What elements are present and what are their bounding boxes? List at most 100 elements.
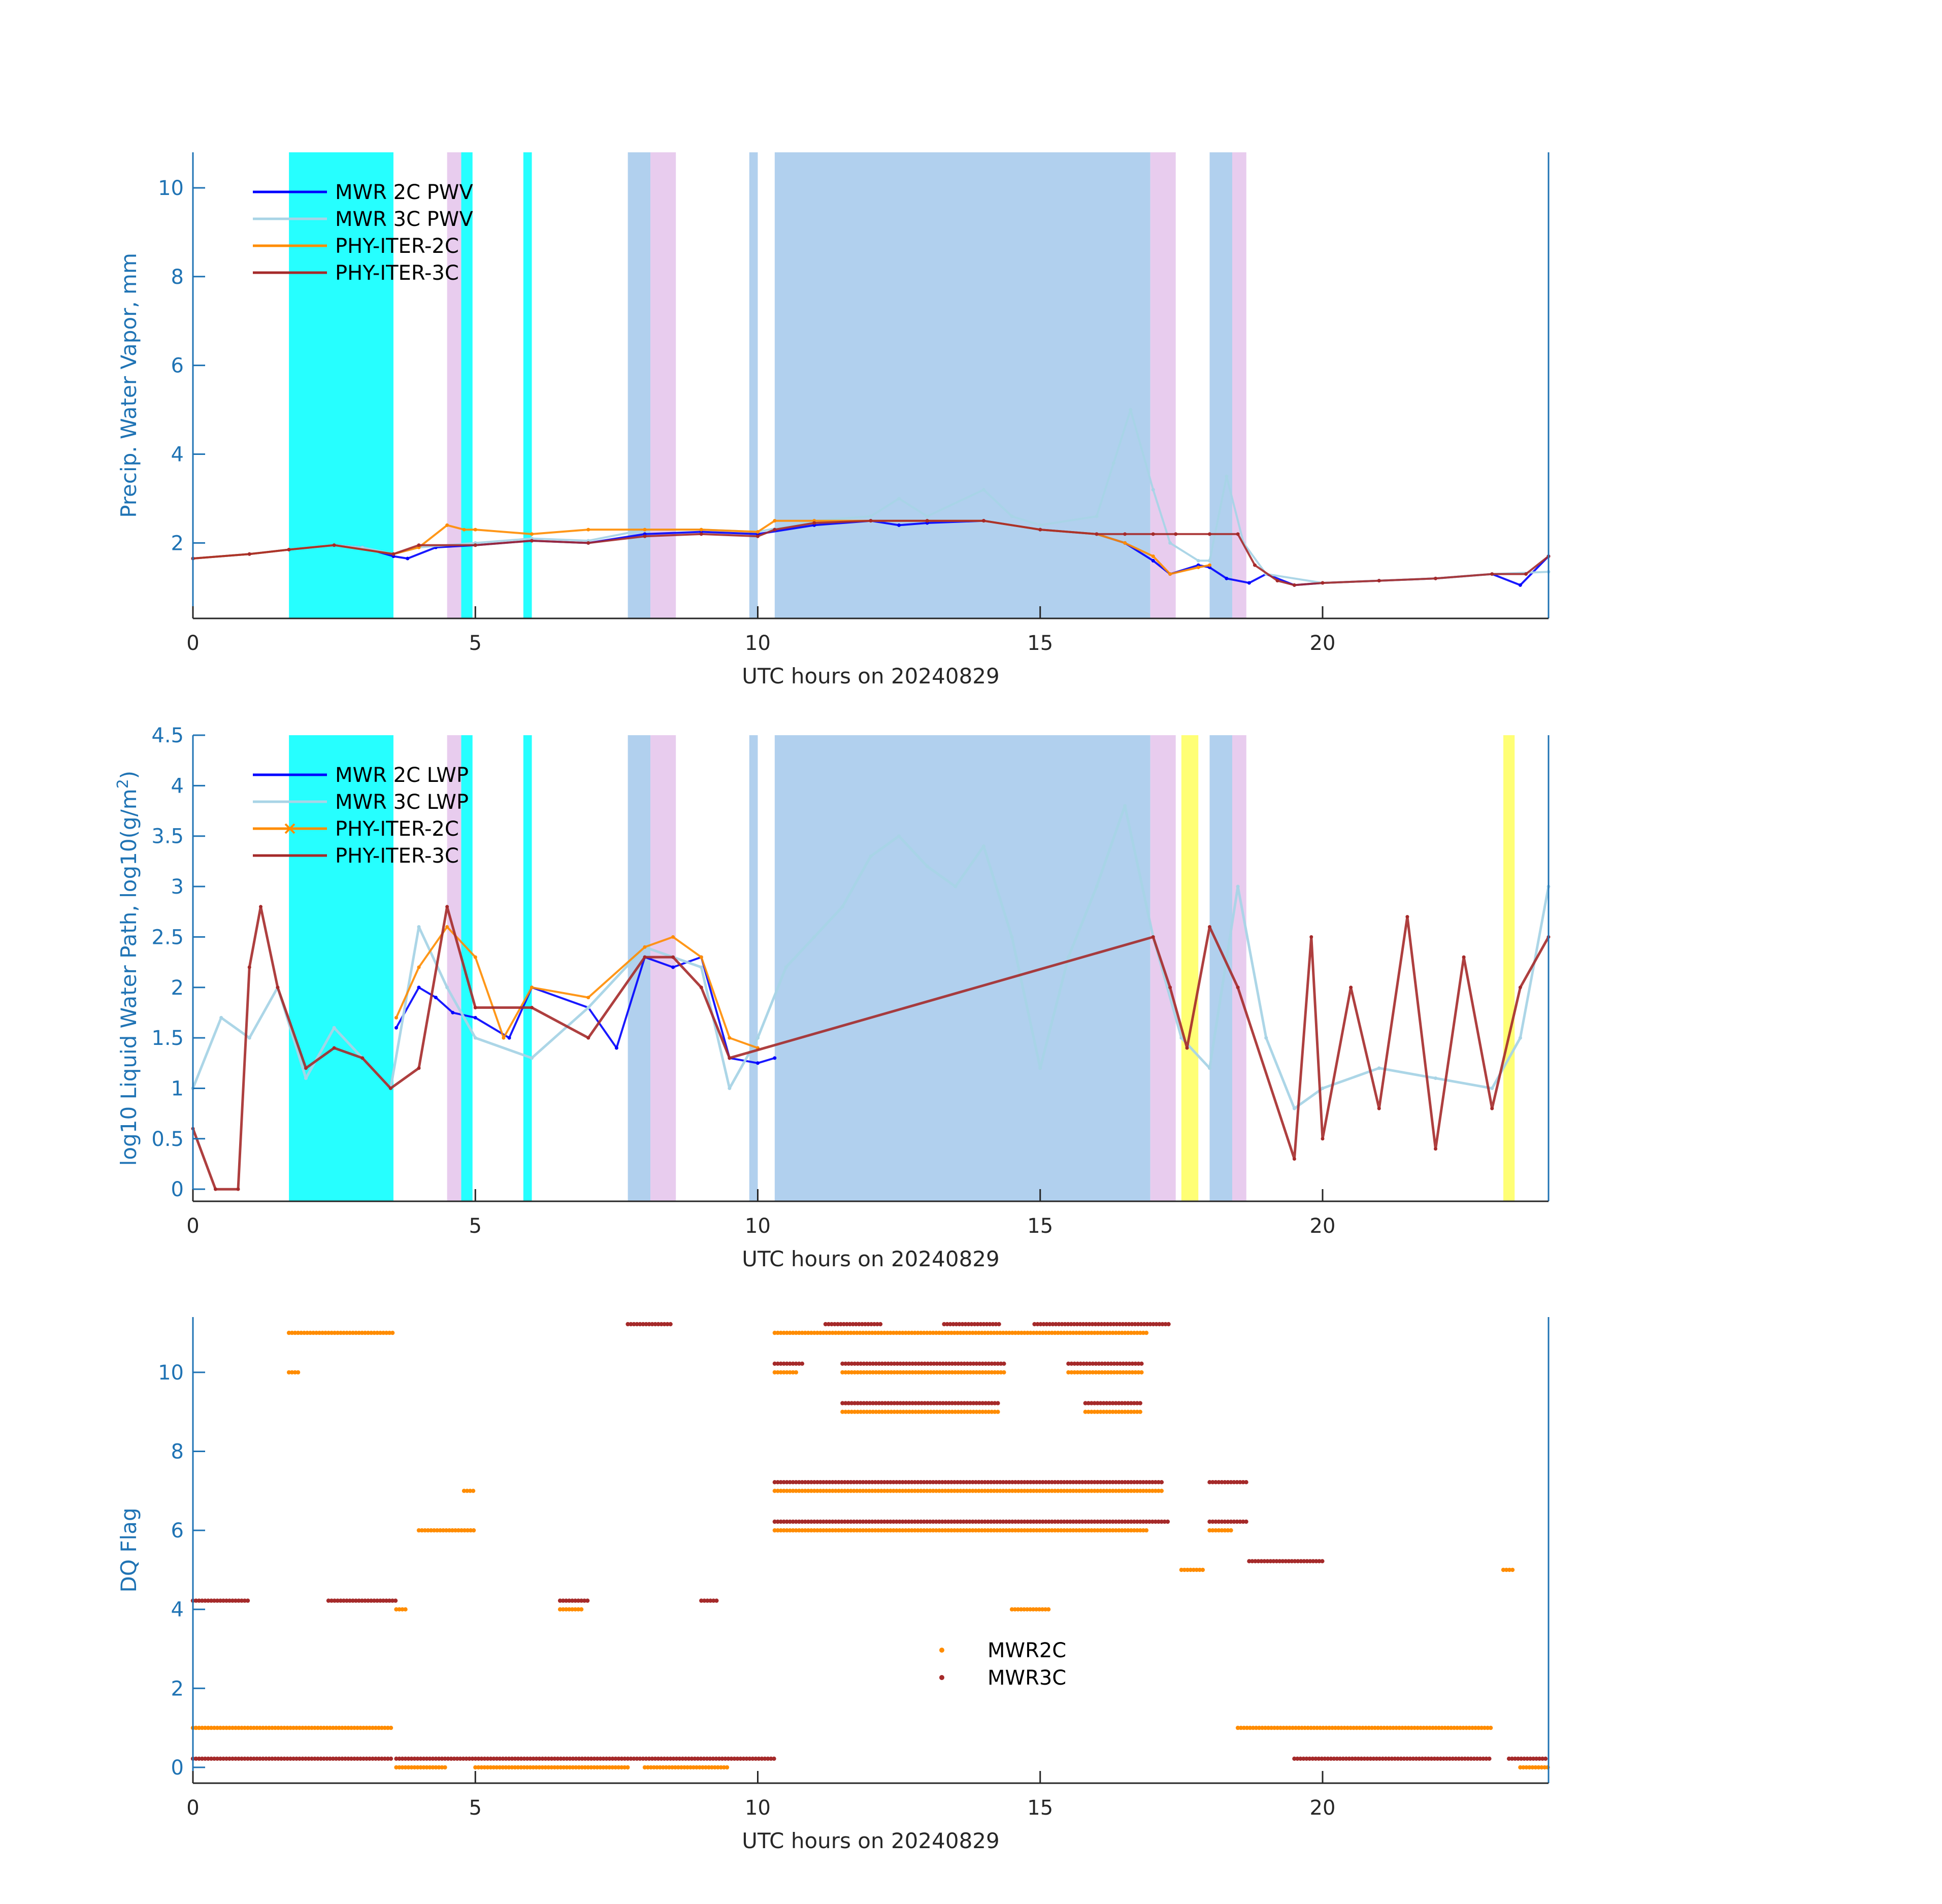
dq-point-mwr3c: [1374, 1756, 1379, 1761]
dq-point-mwr3c: [1095, 1480, 1100, 1485]
dq-point-mwr3c: [635, 1322, 639, 1327]
dq-point-mwr2c: [990, 1409, 994, 1414]
dq-point-mwr3c: [946, 1519, 951, 1524]
dq-point-mwr3c: [479, 1756, 484, 1761]
dq-point-mwr3c: [871, 1401, 875, 1405]
dq-point-mwr3c: [1031, 1519, 1036, 1524]
dq-point-mwr2c: [999, 1370, 1003, 1375]
dq-point-mwr2c: [865, 1409, 869, 1414]
dq-y-tick-label: 0: [171, 1756, 184, 1780]
dq-point-mwr2c: [1103, 1370, 1107, 1375]
lwp-series-4-point: [1185, 1046, 1189, 1050]
dq-point-mwr3c: [1244, 1519, 1248, 1524]
dq-point-mwr2c: [778, 1370, 783, 1375]
dq-point-mwr2c: [498, 1765, 502, 1770]
dq-point-mwr3c: [794, 1480, 799, 1485]
dq-point-mwr3c: [1105, 1322, 1110, 1327]
dq-point-mwr2c: [859, 1409, 863, 1414]
dq-point-mwr2c: [482, 1765, 487, 1770]
dq-point-mwr2c: [1400, 1725, 1405, 1730]
dq-point-mwr2c: [697, 1765, 702, 1770]
dq-point-mwr2c: [267, 1725, 272, 1730]
dq-point-mwr3c: [1022, 1480, 1027, 1485]
dq-point-mwr3c: [812, 1480, 817, 1485]
dq-point-mwr3c: [1025, 1480, 1030, 1485]
dq-point-mwr2c: [438, 1528, 443, 1533]
dq-point-mwr2c: [583, 1765, 587, 1770]
dq-point-mwr2c: [673, 1765, 678, 1770]
dq-point-mwr3c: [976, 1480, 981, 1485]
dq-point-mwr2c: [928, 1528, 933, 1533]
dq-point-mwr2c: [682, 1765, 687, 1770]
dq-point-mwr3c: [461, 1756, 466, 1761]
pwv-x-tick-label: 0: [186, 632, 199, 655]
dq-point-mwr3c: [495, 1756, 499, 1761]
pwv-shaded-span-pink: [650, 152, 676, 618]
dq-point-mwr2c: [576, 1607, 581, 1612]
dq-legend: MWR2C MWR3C: [939, 1639, 1066, 1690]
dq-point-mwr2c: [1001, 1489, 1006, 1493]
lwp-shaded-span-blue: [628, 735, 651, 1201]
dq-point-mwr2c: [1123, 1330, 1128, 1335]
dq-point-mwr3c: [1166, 1322, 1171, 1327]
dq-point-mwr2c: [989, 1489, 994, 1493]
dq-point-mwr3c: [1163, 1322, 1168, 1327]
dq-point-mwr2c: [292, 1330, 298, 1335]
lwp-y-label-prefix: log10 Liquid Water Path, log10(g/m: [116, 789, 141, 1166]
dq-point-mwr3c: [332, 1598, 337, 1603]
dq-point-mwr3c: [1059, 1519, 1064, 1524]
dq-point-mwr3c: [1371, 1756, 1376, 1761]
dq-point-mwr2c: [842, 1528, 847, 1533]
dq-point-mwr3c: [1438, 1756, 1443, 1761]
pwv-series-2-point: [1168, 541, 1172, 545]
pwv-series-4-point: [1524, 572, 1528, 576]
dq-point-mwr3c: [1484, 1756, 1489, 1761]
dq-point-mwr2c: [839, 1489, 844, 1493]
dq-point-mwr2c: [877, 1409, 881, 1414]
dq-point-mwr2c: [1330, 1725, 1335, 1730]
dq-point-mwr2c: [868, 1409, 872, 1414]
dq-point-mwr3c: [1329, 1756, 1333, 1761]
dq-point-mwr2c: [791, 1489, 796, 1493]
lwp-y-tick-label: 3.5: [151, 825, 184, 848]
dq-point-mwr3c: [797, 1480, 802, 1485]
dq-point-mwr3c: [711, 1598, 716, 1603]
dq-point-mwr3c: [549, 1756, 554, 1761]
dq-point-mwr3c: [1313, 1756, 1318, 1761]
dq-point-mwr3c: [1153, 1480, 1158, 1485]
dq-point-mwr2c: [967, 1489, 972, 1493]
dq-point-mwr3c: [1081, 1361, 1086, 1366]
dq-point-mwr2c: [473, 1765, 478, 1770]
lwp-series-2-point: [897, 834, 901, 838]
dq-point-mwr3c: [251, 1756, 256, 1761]
dq-point-mwr2c: [294, 1725, 299, 1730]
dq-point-mwr2c: [967, 1528, 972, 1533]
dq-point-mwr3c: [1102, 1322, 1107, 1327]
dq-point-mwr2c: [1059, 1528, 1064, 1533]
dq-point-mwr3c: [950, 1361, 954, 1366]
dq-point-mwr3c: [335, 1598, 340, 1603]
dq-point-mwr3c: [1072, 1322, 1076, 1327]
dq-point-mwr2c: [806, 1489, 811, 1493]
dq-point-mwr3c: [1099, 1322, 1104, 1327]
dq-point-mwr2c: [1418, 1725, 1423, 1730]
dq-point-mwr2c: [855, 1409, 860, 1414]
lwp-y-axis-label: log10 Liquid Water Path, log10(g/m2): [114, 771, 141, 1166]
dq-point-mwr3c: [885, 1480, 890, 1485]
dq-point-mwr2c: [906, 1528, 911, 1533]
dq-point-mwr2c: [1123, 1489, 1128, 1493]
dq-point-mwr2c: [815, 1489, 820, 1493]
dq-point-mwr2c: [598, 1765, 603, 1770]
dq-point-mwr2c: [1101, 1489, 1106, 1493]
pwv-series-2-point: [1225, 474, 1229, 478]
lwp-series-2-point: [1208, 1066, 1211, 1070]
dq-point-mwr3c: [827, 1519, 832, 1524]
dq-point-mwr2c: [1357, 1725, 1362, 1730]
dq-point-mwr3c: [221, 1598, 226, 1603]
dq-point-mwr2c: [382, 1725, 387, 1730]
dq-point-mwr2c: [842, 1489, 847, 1493]
dq-point-mwr2c: [778, 1528, 783, 1533]
dq-point-mwr3c: [1156, 1480, 1161, 1485]
dq-point-mwr3c: [1016, 1480, 1021, 1485]
dq-point-mwr2c: [1200, 1567, 1205, 1572]
